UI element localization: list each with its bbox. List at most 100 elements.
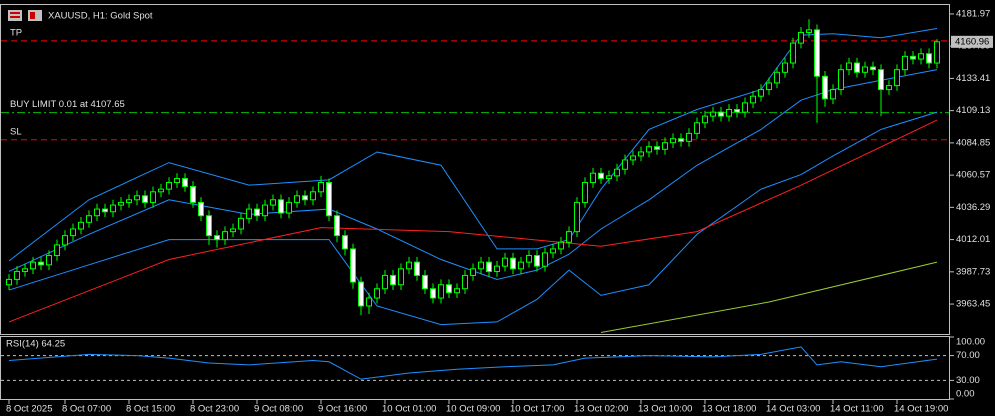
x-tick-label: 8 Oct 2025 (6, 404, 52, 415)
y-tick-label: 4012.01 (956, 234, 990, 245)
candle-body (262, 204, 268, 217)
candle-body (790, 42, 796, 64)
candle-body (46, 255, 52, 266)
candle-body (134, 195, 140, 201)
candle-body (654, 146, 660, 150)
candle-body (630, 155, 636, 161)
candle-body (798, 31, 804, 44)
indicator-line (8, 119, 938, 323)
rsi-line (8, 346, 938, 380)
candle-body (574, 201, 580, 233)
x-tick-label: 8 Oct 23:00 (190, 404, 239, 415)
rsi-pane (0, 336, 950, 400)
y-tick-label: 3987.73 (956, 266, 990, 277)
candle-body (534, 255, 540, 267)
candle-body (510, 257, 516, 270)
candle-body (590, 172, 596, 184)
x-tick-label: 14 Oct 19:00 (894, 404, 948, 415)
y-tick-label: 3963.45 (956, 299, 990, 310)
candle-body (470, 268, 476, 276)
icon (30, 12, 35, 19)
x-tick-label: 14 Oct 03:00 (766, 404, 820, 415)
candle-body (742, 102, 748, 113)
candle-body (126, 199, 132, 203)
icon (10, 16, 20, 18)
candle-body (542, 252, 548, 267)
candle-body (494, 265, 500, 272)
candle-body (758, 89, 764, 97)
candle-body (446, 284, 452, 294)
candle-body (678, 138, 684, 142)
y-tick-label: 4060.57 (956, 170, 990, 181)
candle-body (606, 175, 612, 180)
candle-body (198, 201, 204, 217)
candle-body (614, 168, 620, 177)
candle-body (326, 182, 332, 217)
indicator-line (8, 69, 938, 280)
candle-body (854, 62, 860, 73)
candle-body (30, 261, 36, 270)
candle-body (102, 208, 108, 213)
candle-body (246, 208, 252, 219)
candle-body (438, 284, 444, 299)
x-tick-label: 10 Oct 01:00 (382, 404, 436, 415)
candle-body (830, 89, 836, 100)
candle-body (566, 231, 572, 243)
candle-body (846, 62, 852, 71)
candle-body (518, 261, 524, 270)
x-tick-label: 13 Oct 02:00 (574, 404, 628, 415)
candle-body (926, 53, 932, 64)
x-tick-label: 13 Oct 10:00 (638, 404, 692, 415)
y-tick-label: 30.00 (956, 375, 980, 386)
candle-body (86, 215, 92, 223)
candle-body (582, 182, 588, 203)
candle-body (918, 53, 924, 60)
candle-body (862, 66, 868, 73)
candle-body (118, 201, 124, 206)
candle-body (94, 208, 100, 217)
x-tick-label: 9 Oct 16:00 (318, 404, 367, 415)
candle-body (310, 191, 316, 201)
candle-body (350, 248, 356, 283)
x-tick-label: 14 Oct 11:00 (830, 404, 884, 415)
level-label: BUY LIMIT 0.01 at 4107.65 (10, 99, 125, 110)
candle-body (806, 29, 812, 33)
x-tick-label: 8 Oct 15:00 (126, 404, 175, 415)
level-label: SL (10, 126, 22, 137)
candle-body (478, 261, 484, 270)
icon (8, 10, 22, 21)
candle-body (462, 274, 468, 290)
candle-body (838, 69, 844, 91)
y-tick-label: 4036.29 (956, 202, 990, 213)
candle-body (878, 69, 884, 91)
candle-body (222, 231, 228, 241)
candle-body (422, 274, 428, 290)
candle-body (638, 151, 644, 157)
candle-body (358, 281, 364, 307)
candle-body (710, 111, 716, 117)
candle-body (622, 159, 628, 170)
candle-body (190, 185, 196, 203)
candle-body (414, 261, 420, 276)
candle-body (902, 55, 908, 71)
candle-body (270, 199, 276, 206)
x-tick-label: 10 Oct 17:00 (510, 404, 564, 415)
candle-body (670, 138, 676, 144)
candle-body (142, 195, 148, 203)
candle-body (38, 261, 44, 266)
candle-body (870, 66, 876, 71)
candle-body (150, 191, 156, 203)
candle-body (894, 69, 900, 87)
candle-body (766, 82, 772, 91)
candle-body (318, 182, 324, 193)
candle-body (502, 257, 508, 267)
candle-body (430, 288, 436, 299)
x-tick-label: 9 Oct 08:00 (254, 404, 303, 415)
candle-body (54, 244, 60, 257)
candle-body (206, 215, 212, 237)
candle-body (158, 188, 164, 193)
candle-body (686, 132, 692, 142)
candle-body (750, 95, 756, 104)
y-tick-label: 4181.97 (956, 8, 990, 19)
